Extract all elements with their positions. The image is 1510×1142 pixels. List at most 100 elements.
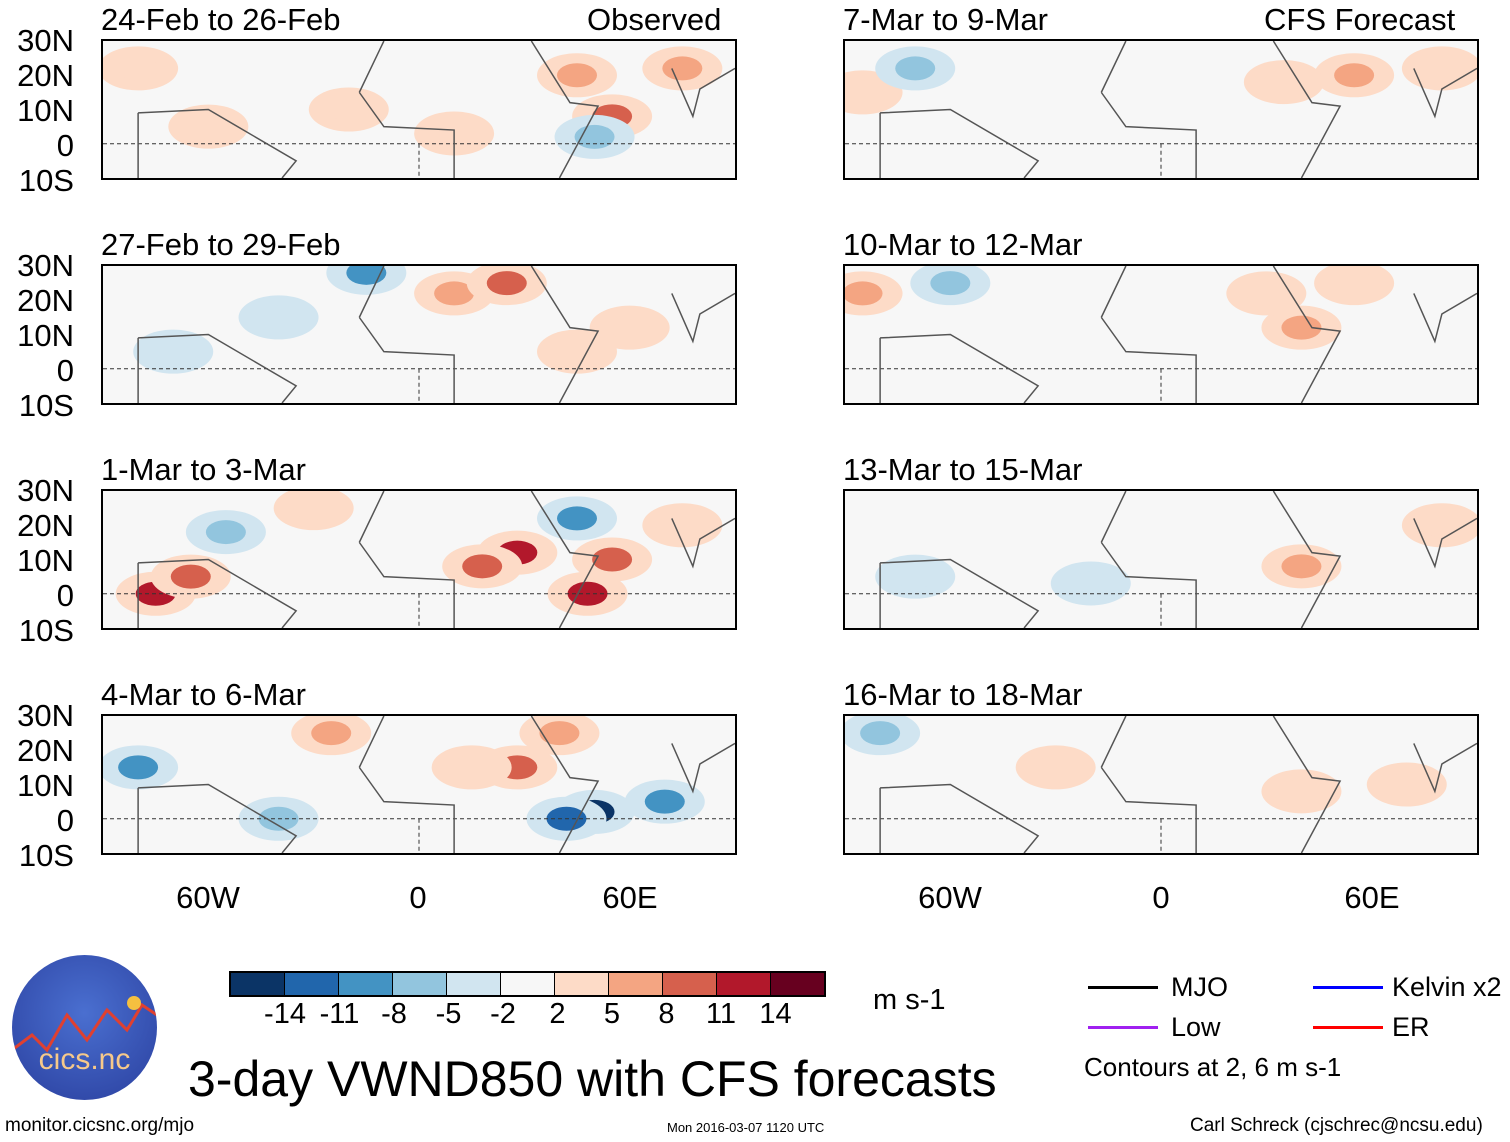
source-link[interactable]: monitor.cicsnc.org/mjo bbox=[5, 1115, 195, 1136]
anomaly-blob bbox=[1035, 755, 1076, 780]
anomaly-blob bbox=[574, 124, 615, 149]
coastline bbox=[137, 41, 735, 178]
colorbar-tick: 5 bbox=[603, 998, 621, 1030]
lat-label: 30N bbox=[17, 248, 74, 283]
anomaly-blob bbox=[557, 63, 597, 88]
cics-logo: cics.nc bbox=[12, 955, 157, 1100]
lat-label: 20N bbox=[17, 508, 74, 543]
lon-label: 0 bbox=[409, 880, 427, 915]
colorbar-units: m s-1 bbox=[873, 984, 946, 1016]
legend-low-line bbox=[1088, 1026, 1158, 1029]
panel-title: 27-Feb to 29-Feb bbox=[101, 227, 341, 262]
lat-label: 10S bbox=[18, 613, 74, 648]
anomaly-blob bbox=[328, 97, 369, 122]
colorbar-tick: -2 bbox=[490, 998, 516, 1030]
anomaly-blob bbox=[1334, 63, 1375, 88]
colorbar-swatch bbox=[609, 973, 663, 995]
anomaly-blob bbox=[930, 271, 971, 296]
anomaly-blob bbox=[451, 755, 492, 780]
legend-low-label: Low bbox=[1171, 1012, 1221, 1042]
anomaly-blob bbox=[662, 513, 703, 538]
colorbar-swatch bbox=[285, 973, 339, 995]
anomaly-blob bbox=[1281, 779, 1322, 804]
anomaly-blob bbox=[1281, 554, 1322, 579]
legend-er-line bbox=[1313, 1026, 1383, 1029]
lat-label: 0 bbox=[56, 128, 74, 163]
lon-label: 60E bbox=[1344, 880, 1400, 915]
anomaly-blob bbox=[486, 271, 527, 296]
lat-label: 20N bbox=[17, 283, 74, 318]
panel-title: 13-Mar to 15-Mar bbox=[843, 452, 1083, 487]
lon-label: 60E bbox=[602, 880, 658, 915]
anomaly-blob bbox=[557, 339, 597, 364]
legend-er-label: ER bbox=[1392, 1012, 1430, 1042]
lon-label: 60W bbox=[918, 880, 982, 915]
colorbar-swatch bbox=[555, 973, 609, 995]
map-panel-fc-2 bbox=[843, 264, 1479, 405]
legend-mjo-label: MJO bbox=[1171, 972, 1228, 1002]
lat-label: 30N bbox=[17, 473, 74, 508]
anomaly-blob bbox=[1070, 571, 1111, 596]
panel-title: 24-Feb to 26-Feb bbox=[101, 2, 341, 37]
colorbar-swatch bbox=[501, 973, 555, 995]
lat-label: 10N bbox=[17, 768, 74, 803]
anomaly-blob bbox=[845, 281, 883, 306]
anomaly-blob bbox=[1421, 513, 1462, 538]
anomaly-blob bbox=[1281, 315, 1322, 340]
map-panel-obs-4 bbox=[101, 714, 737, 855]
anomaly-blob bbox=[1421, 56, 1462, 81]
colorbar-swatch bbox=[717, 973, 771, 995]
lat-label: 10N bbox=[17, 543, 74, 578]
anomaly-blob bbox=[462, 554, 503, 579]
anomaly-blob bbox=[860, 721, 901, 746]
anomaly-blob bbox=[188, 114, 229, 139]
contour-note: Contours at 2, 6 m s-1 bbox=[1084, 1052, 1342, 1082]
panel-title: 4-Mar to 6-Mar bbox=[101, 677, 306, 712]
map-panel-obs-2 bbox=[101, 264, 737, 405]
anomaly-blob bbox=[118, 56, 159, 81]
colorbar-swatch bbox=[771, 973, 824, 995]
anomaly-blob bbox=[1263, 70, 1304, 95]
map-panel-fc-4 bbox=[843, 714, 1479, 855]
anomaly-blob bbox=[118, 755, 159, 780]
colorbar-swatch bbox=[339, 973, 393, 995]
lat-label: 10N bbox=[17, 93, 74, 128]
colorbar-tick: -5 bbox=[435, 998, 462, 1030]
anomaly-halo bbox=[103, 46, 179, 91]
figure-title: 3-day VWND850 with CFS forecasts bbox=[188, 1051, 997, 1107]
map-panel-obs-1 bbox=[101, 39, 737, 180]
timestamp: Mon 2016-03-07 1120 UTC bbox=[667, 1120, 825, 1135]
lat-label: 0 bbox=[56, 803, 74, 838]
lat-label: 0 bbox=[56, 353, 74, 388]
legend-mjo-line bbox=[1088, 986, 1158, 989]
coastline bbox=[879, 716, 1477, 853]
colorbar-swatch bbox=[393, 973, 447, 995]
panel-title: 10-Mar to 12-Mar bbox=[843, 227, 1083, 262]
anomaly-blob bbox=[644, 789, 685, 814]
anomaly-blob bbox=[845, 80, 883, 105]
colorbar bbox=[229, 971, 826, 997]
lat-label: 0 bbox=[56, 578, 74, 613]
panel-title: 7-Mar to 9-Mar bbox=[843, 2, 1048, 37]
logo-text: cics.nc bbox=[38, 1043, 131, 1076]
author-credit: Carl Schreck (cjschrec@ncsu.edu) bbox=[1190, 1115, 1483, 1136]
map-panel-fc-3 bbox=[843, 489, 1479, 630]
colorbar-tick: -11 bbox=[319, 998, 360, 1030]
colorbar-tick: 8 bbox=[658, 998, 675, 1030]
anomaly-blob bbox=[205, 520, 246, 545]
colorbar-tick: -14 bbox=[264, 998, 306, 1030]
anomaly-blob bbox=[895, 56, 936, 81]
anomaly-blob bbox=[895, 564, 936, 589]
colorbar-swatch bbox=[231, 973, 285, 995]
lat-label: 20N bbox=[17, 733, 74, 768]
anomaly-blob bbox=[609, 315, 650, 340]
panel-title: 16-Mar to 18-Mar bbox=[843, 677, 1083, 712]
anomaly-blob bbox=[293, 496, 334, 521]
colorbar-tick: 14 bbox=[759, 998, 792, 1030]
legend-kelvin-line bbox=[1313, 986, 1383, 989]
coastline bbox=[879, 41, 1477, 178]
lat-label: 10S bbox=[18, 388, 74, 423]
anomaly-blob bbox=[311, 721, 352, 746]
map-panel-fc-1 bbox=[843, 39, 1479, 180]
